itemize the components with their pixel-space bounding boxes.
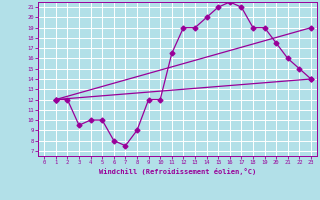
X-axis label: Windchill (Refroidissement éolien,°C): Windchill (Refroidissement éolien,°C) [99, 168, 256, 175]
